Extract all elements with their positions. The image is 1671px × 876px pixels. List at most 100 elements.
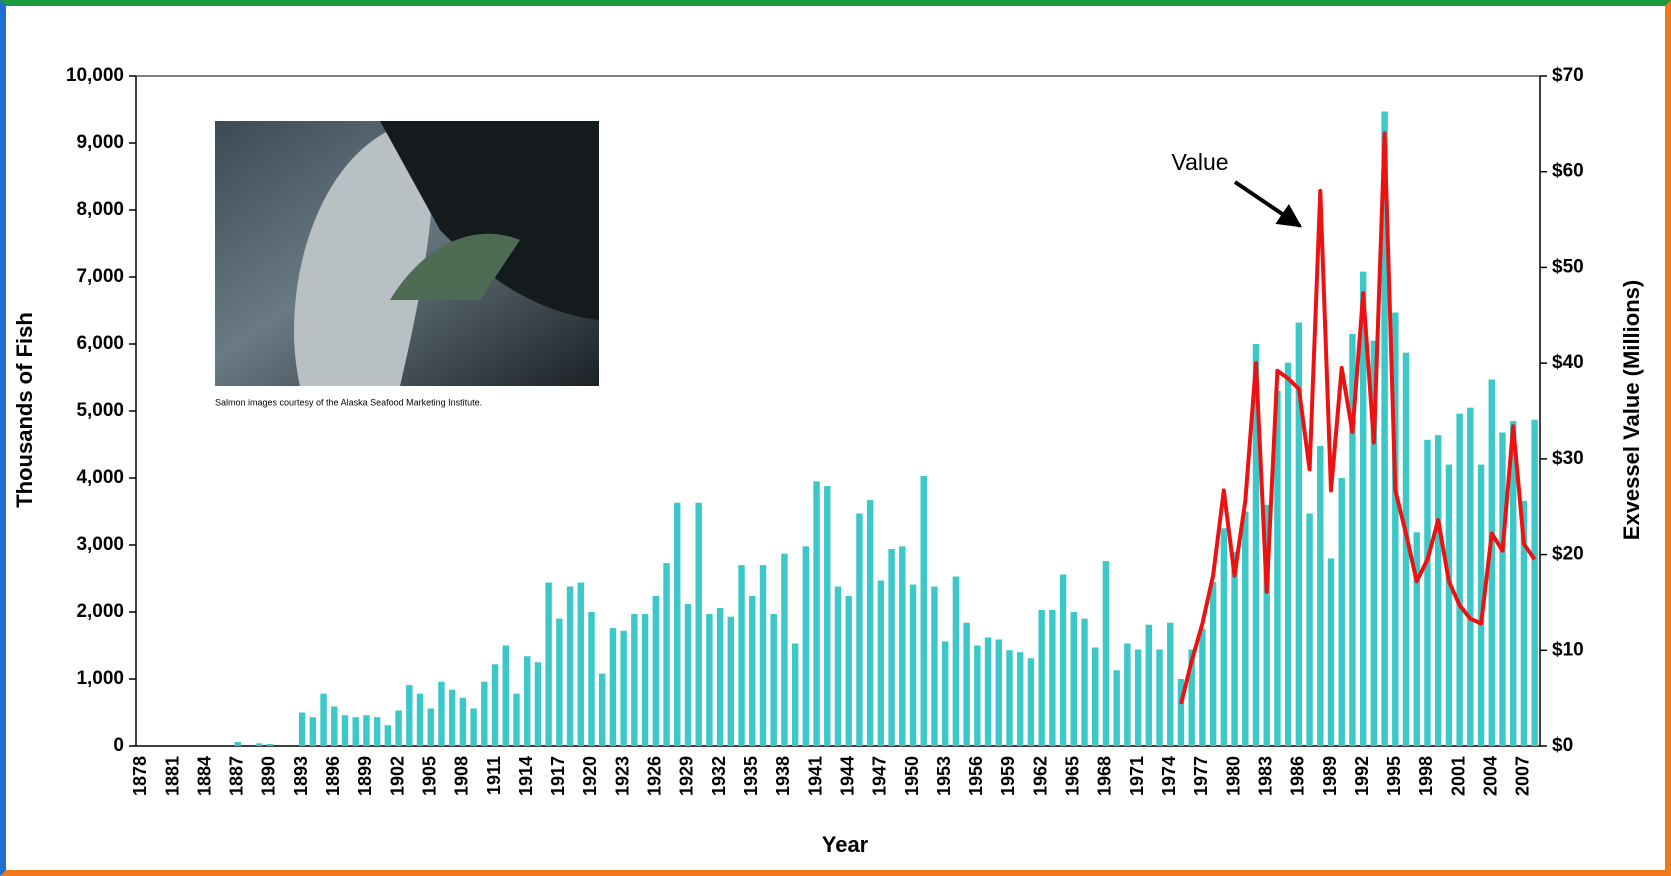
bar bbox=[556, 618, 563, 746]
x-tick-label: 1962 bbox=[1030, 756, 1050, 796]
bar bbox=[1145, 624, 1153, 746]
bar bbox=[738, 565, 745, 746]
bar bbox=[877, 580, 885, 746]
y-tick-label: 5,000 bbox=[76, 400, 124, 421]
bar bbox=[1059, 574, 1067, 746]
y2-tick-label: $70 bbox=[1552, 65, 1584, 86]
bar bbox=[920, 475, 927, 746]
bar bbox=[1177, 679, 1185, 746]
bar bbox=[899, 546, 906, 746]
bar bbox=[824, 486, 831, 746]
y2-tick-label: $20 bbox=[1552, 544, 1584, 565]
bar bbox=[234, 741, 242, 746]
bar bbox=[1413, 532, 1420, 746]
bar bbox=[749, 595, 756, 746]
bar bbox=[1081, 618, 1088, 746]
bar bbox=[652, 595, 660, 746]
x-tick-label: 1878 bbox=[130, 756, 150, 796]
bar bbox=[1188, 649, 1195, 746]
bar bbox=[1027, 658, 1035, 746]
bar bbox=[845, 595, 852, 746]
x-tick-label: 1968 bbox=[1095, 756, 1115, 796]
bar bbox=[620, 630, 627, 746]
bar bbox=[1134, 649, 1142, 746]
x-tick-label: 2004 bbox=[1481, 756, 1501, 796]
bar bbox=[352, 717, 359, 746]
y-tick-label: 8,000 bbox=[76, 199, 124, 220]
bar bbox=[866, 500, 874, 746]
bar bbox=[1392, 312, 1399, 746]
bar bbox=[963, 622, 970, 746]
bar bbox=[384, 725, 392, 746]
x-tick-label: 1941 bbox=[805, 756, 825, 796]
bar bbox=[1242, 511, 1249, 746]
bar bbox=[1424, 439, 1431, 746]
y-tick-label: 9,000 bbox=[76, 132, 124, 153]
bar bbox=[609, 628, 617, 746]
bar bbox=[1349, 333, 1356, 746]
bar bbox=[1274, 390, 1281, 746]
x-tick-label: 1950 bbox=[902, 756, 922, 796]
x-tick-label: 1956 bbox=[966, 756, 986, 796]
x-tick-label: 1896 bbox=[323, 756, 343, 796]
bar bbox=[1252, 344, 1260, 746]
x-tick-label: 1902 bbox=[387, 756, 407, 796]
y2-tick-label: $60 bbox=[1552, 161, 1584, 182]
y2-axis-title: Exvessel Value (Millions) bbox=[1619, 280, 1644, 540]
bar bbox=[641, 614, 649, 746]
bar bbox=[856, 513, 863, 746]
bar bbox=[931, 586, 938, 746]
bar bbox=[363, 715, 370, 746]
bar bbox=[802, 546, 810, 746]
x-tick-label: 1890 bbox=[259, 756, 279, 796]
bar bbox=[791, 643, 799, 746]
y2-tick-label: $30 bbox=[1552, 448, 1584, 469]
bar bbox=[1338, 478, 1345, 746]
bar bbox=[1359, 271, 1367, 746]
bar bbox=[674, 502, 681, 746]
photo bbox=[215, 121, 599, 386]
bar bbox=[1445, 464, 1453, 746]
y2-tick-label: $50 bbox=[1552, 256, 1584, 277]
y-tick-label: 1,000 bbox=[76, 668, 124, 689]
x-tick-label: 1920 bbox=[580, 756, 600, 796]
bar bbox=[459, 697, 467, 746]
bar bbox=[1231, 551, 1238, 746]
bar bbox=[1499, 432, 1506, 746]
bar bbox=[1006, 650, 1013, 746]
bar bbox=[1049, 609, 1056, 746]
bar bbox=[941, 641, 949, 746]
bar bbox=[952, 576, 960, 746]
bar bbox=[727, 616, 735, 746]
bar bbox=[320, 693, 327, 746]
bar bbox=[1038, 609, 1045, 746]
bar bbox=[1284, 362, 1292, 746]
y-tick-label: 7,000 bbox=[76, 266, 124, 287]
photo-caption: Salmon images courtesy of the Alaska Sea… bbox=[215, 397, 482, 407]
x-tick-label: 1944 bbox=[837, 756, 857, 796]
bar bbox=[513, 693, 520, 746]
bar bbox=[813, 481, 820, 746]
bar bbox=[448, 689, 456, 746]
bar bbox=[1295, 322, 1303, 746]
x-tick-label: 1974 bbox=[1159, 756, 1179, 796]
bar bbox=[759, 565, 767, 746]
bar bbox=[1327, 558, 1335, 746]
bar bbox=[1156, 649, 1163, 746]
x-tick-label: 2007 bbox=[1513, 756, 1533, 796]
bar bbox=[1092, 647, 1099, 746]
x-tick-label: 1953 bbox=[934, 756, 954, 796]
bar bbox=[1306, 513, 1313, 746]
bar bbox=[470, 708, 477, 746]
bar bbox=[566, 586, 574, 746]
x-tick-label: 1908 bbox=[452, 756, 472, 796]
bar bbox=[491, 664, 499, 746]
bar bbox=[1509, 421, 1517, 746]
bar bbox=[416, 693, 424, 746]
x-tick-label: 1992 bbox=[1352, 756, 1372, 796]
x-tick-label: 1932 bbox=[709, 756, 729, 796]
bar bbox=[984, 637, 992, 746]
bar bbox=[1016, 652, 1024, 746]
